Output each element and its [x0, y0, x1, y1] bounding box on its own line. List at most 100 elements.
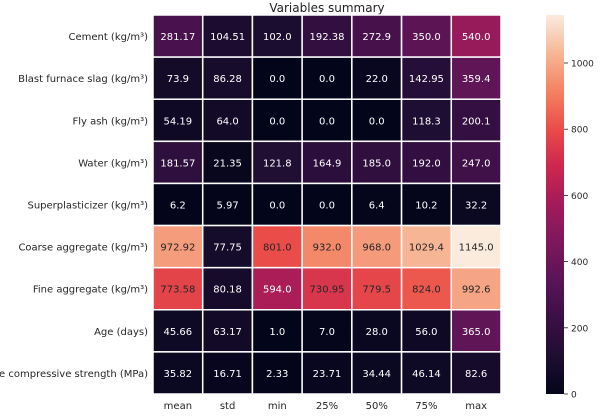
heatmap-cell	[351, 56, 403, 100]
heatmap-cell	[251, 182, 303, 227]
cell-value-label: 63.17	[213, 327, 242, 338]
heatmap-cell	[251, 351, 303, 395]
cell-value-label: 181.57	[160, 158, 195, 169]
cell-value-label: 192.38	[310, 32, 345, 43]
cell-value-label: 779.5	[362, 285, 391, 296]
cell-value-label: 34.44	[362, 369, 391, 380]
heatmap-cell	[450, 351, 502, 395]
heatmap-cell	[301, 309, 353, 353]
row-labels: Cement (kg/m³) Blast furnace slag (kg/m³)…	[0, 32, 148, 380]
cell-value-label: 594.0	[263, 285, 292, 296]
heatmap-cell	[152, 140, 204, 185]
cell-value-label: 824.0	[412, 285, 441, 296]
cell-value-label: 45.66	[164, 327, 193, 338]
cell-value-label: 801.0	[263, 243, 292, 254]
heatmap-cell	[251, 98, 303, 143]
heatmap-cell	[251, 56, 303, 100]
cell-value-label: 992.6	[462, 285, 491, 296]
row-label: Superplasticizer (kg/m³)	[28, 201, 149, 212]
cell-value-label: 932.0	[313, 243, 342, 254]
heatmap-cell	[152, 351, 204, 395]
cell-value-label: 104.51	[210, 32, 245, 43]
cell-value-label: 73.9	[167, 74, 189, 85]
row-label: Blast furnace slag (kg/m³)	[18, 74, 148, 85]
row-label: Cement (kg/m³)	[68, 32, 148, 43]
heatmap-cell	[400, 98, 453, 143]
cell-value-label: 80.18	[213, 285, 242, 296]
cell-value-label: 540.0	[462, 32, 491, 43]
heatmap-cell	[201, 140, 254, 185]
cell-value-label: 118.3	[412, 116, 441, 127]
heatmap-cell	[201, 14, 254, 58]
column-label: max	[465, 401, 487, 412]
cell-value-label: 0.0	[319, 116, 335, 127]
chart-title: Variables summary	[269, 1, 384, 15]
colorbar: 0 200 400 600 800 1000	[546, 15, 594, 401]
cell-value-label: 2.33	[266, 369, 288, 380]
heatmap-cell	[450, 309, 502, 353]
column-label: 25%	[316, 401, 338, 412]
heatmap-cell	[351, 98, 403, 143]
cell-value-label: 0.0	[319, 74, 335, 85]
cell-value-label: 142.95	[409, 74, 444, 85]
heatmap-cell	[450, 224, 502, 269]
heatmap-cell	[400, 351, 453, 395]
cell-value-label: 82.6	[465, 369, 487, 380]
cell-value-label: 0.0	[369, 116, 385, 127]
heatmap-cell	[201, 224, 254, 269]
cell-value-label: 102.0	[263, 32, 292, 43]
cell-value-label: 10.2	[415, 201, 437, 212]
heatmap-cell	[152, 309, 204, 353]
cell-value-label: 1.0	[269, 327, 285, 338]
heatmap-cell	[400, 266, 453, 311]
heatmap-cell	[450, 266, 502, 311]
cell-value-label: 0.0	[269, 74, 285, 85]
cell-value-label: 185.0	[362, 158, 391, 169]
column-label: std	[220, 401, 235, 412]
colorbar-tick-label: 600	[571, 192, 588, 202]
cell-value-label: 5.97	[216, 201, 238, 212]
column-label: mean	[164, 401, 192, 412]
heatmap-cell	[301, 351, 353, 395]
colorbar-gradient	[546, 15, 564, 394]
cell-value-label: 54.19	[164, 116, 193, 127]
heatmap-cell	[301, 266, 353, 311]
cell-value-label: 359.4	[462, 74, 491, 85]
column-label: min	[268, 401, 287, 412]
cell-value-label: 22.0	[366, 74, 388, 85]
heatmap-cell	[450, 56, 502, 100]
cell-value-label: 86.28	[213, 74, 242, 85]
cell-value-label: 0.0	[269, 116, 285, 127]
cell-value-label: 28.0	[366, 327, 388, 338]
row-label: Coarse aggregate (kg/m³)	[18, 243, 148, 254]
column-label: 75%	[415, 401, 437, 412]
cell-value-label: 6.4	[369, 201, 385, 212]
cell-value-label: 7.0	[319, 327, 335, 338]
colorbar-tick-label: 200	[571, 324, 588, 334]
cell-value-label: 247.0	[462, 158, 491, 169]
column-labels: mean std min 25% 50% 75% max	[164, 401, 487, 412]
heatmap-cell	[201, 98, 254, 143]
cell-value-label: 164.9	[313, 158, 342, 169]
cell-value-label: 1029.4	[409, 243, 444, 254]
colorbar-tick-label: 1000	[571, 59, 594, 69]
cell-value-label: 16.71	[213, 369, 242, 380]
row-label: Fine aggregate (kg/m³)	[33, 285, 148, 296]
cell-value-label: 968.0	[362, 243, 391, 254]
column-label: 50%	[366, 401, 388, 412]
heatmap-cell	[351, 266, 403, 311]
cell-value-label: 32.2	[465, 201, 487, 212]
row-label: Concrete compressive strength (MPa)	[0, 369, 148, 380]
cell-value-label: 77.75	[213, 243, 242, 254]
heatmap-cell	[400, 14, 453, 58]
heatmap-cell	[450, 98, 502, 143]
cell-value-label: 0.0	[269, 201, 285, 212]
cell-value-label: 64.0	[216, 116, 238, 127]
heatmap-cell	[152, 56, 204, 100]
heatmap-cell	[152, 224, 204, 269]
heatmap-cell	[351, 309, 403, 353]
cell-value-label: 281.17	[160, 32, 195, 43]
heatmap-cell	[400, 140, 453, 185]
cell-value-label: 972.92	[160, 243, 195, 254]
